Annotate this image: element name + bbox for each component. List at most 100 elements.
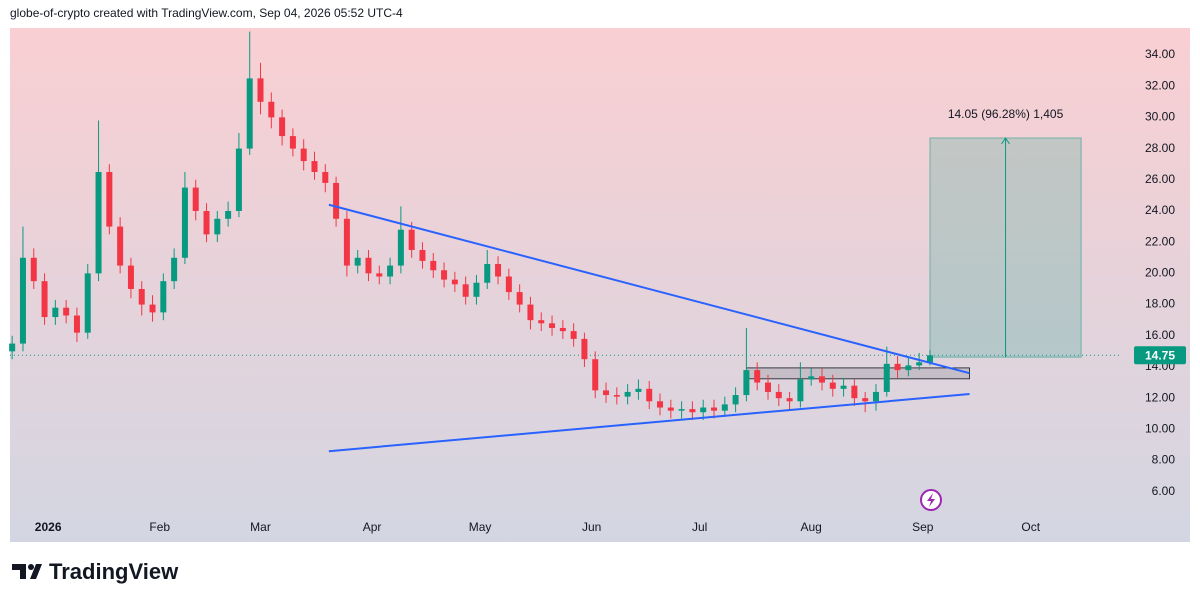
candle-body	[63, 307, 70, 316]
candle-body	[192, 187, 199, 211]
y-tick-label: 30.00	[1145, 110, 1175, 124]
candle-body	[397, 229, 404, 266]
candle-body	[246, 78, 253, 149]
candle-body	[257, 78, 264, 102]
candle-body	[441, 270, 448, 280]
range-zone	[746, 367, 970, 380]
candle-body	[818, 376, 825, 383]
candle-body	[667, 407, 674, 411]
x-tick-label: Sep	[912, 520, 934, 534]
candle-body	[905, 365, 912, 371]
candle-body	[721, 404, 728, 411]
candle-body	[19, 257, 26, 344]
x-tick-label: Mar	[250, 520, 271, 534]
candle-body	[840, 385, 847, 389]
candle-body	[678, 409, 685, 411]
last-price-badge	[1134, 346, 1186, 365]
candle-body	[786, 398, 793, 402]
candle-body	[52, 307, 59, 318]
candle-body	[322, 171, 329, 183]
candle-body	[30, 257, 37, 282]
candle-body	[570, 331, 577, 339]
plot-background	[10, 28, 1190, 542]
candle-body	[516, 292, 523, 305]
candle-body	[926, 355, 933, 363]
candle-body	[354, 257, 361, 266]
candle-body	[279, 117, 286, 137]
header: globe-of-crypto created with TradingView…	[10, 6, 403, 20]
candle-body	[9, 343, 16, 352]
candle-body	[268, 101, 275, 118]
x-tick-label: 2026	[35, 520, 62, 534]
candle-body	[473, 282, 480, 297]
x-tick-label: May	[469, 520, 492, 534]
event-icon	[920, 489, 942, 511]
candle-body	[657, 401, 664, 408]
y-tick-label: 34.00	[1145, 47, 1175, 61]
candle-body	[235, 148, 242, 211]
candle-body	[829, 382, 836, 389]
candle-body	[300, 148, 307, 162]
candle-body	[797, 379, 804, 402]
candle-body	[505, 276, 512, 293]
y-tick-label: 24.00	[1145, 203, 1175, 217]
candle-body	[635, 388, 642, 392]
y-tick-label: 10.00	[1145, 422, 1175, 436]
candle-body	[711, 407, 718, 411]
candle-body	[117, 226, 124, 266]
candle-body	[343, 218, 350, 266]
candle-body	[603, 390, 610, 396]
x-tick-label: Jun	[582, 520, 601, 534]
x-tick-label: Jul	[692, 520, 707, 534]
candle-body	[624, 391, 631, 397]
candle-body	[289, 136, 296, 149]
candle-body	[376, 273, 383, 277]
candle-body	[894, 363, 901, 371]
y-tick-label: 18.00	[1145, 297, 1175, 311]
candle-body	[214, 218, 221, 235]
candle-body	[95, 171, 102, 274]
y-tick-label: 12.00	[1145, 390, 1175, 404]
candle-body	[862, 398, 869, 402]
candle-body	[408, 229, 415, 250]
y-tick-label: 20.00	[1145, 266, 1175, 280]
candle-body	[775, 391, 782, 399]
candle-body	[127, 265, 134, 289]
candle-body	[581, 338, 588, 360]
candle-body	[84, 273, 91, 333]
candle-body	[646, 388, 653, 402]
candle-body	[527, 304, 534, 321]
candle-body	[743, 370, 750, 396]
candle-body	[754, 370, 761, 383]
y-tick-label: 6.00	[1152, 484, 1176, 498]
x-tick-label: Aug	[801, 520, 822, 534]
candle-body	[883, 363, 890, 392]
target-arrow-head	[1001, 137, 1010, 145]
y-tick-label: 16.00	[1145, 328, 1175, 342]
candle-body	[549, 323, 556, 328]
candle-body	[592, 359, 599, 391]
candle-body	[73, 315, 80, 333]
candle-body	[160, 281, 167, 313]
candle-body	[181, 187, 188, 258]
candle-body	[311, 161, 318, 172]
candle-body	[689, 409, 696, 413]
candle-body	[365, 257, 372, 274]
candle-body	[430, 260, 437, 271]
candle-body	[495, 264, 502, 277]
candle-body	[451, 279, 458, 285]
last-price-label: 14.75	[1145, 348, 1175, 362]
x-tick-label: Oct	[1021, 520, 1040, 534]
candle-body	[613, 395, 620, 397]
candle-body	[872, 391, 879, 402]
candle-body	[484, 264, 491, 283]
y-tick-label: 22.00	[1145, 234, 1175, 248]
candle-body	[538, 320, 545, 324]
trendline	[328, 392, 970, 453]
candle-body	[419, 249, 426, 261]
logo-icon	[12, 564, 42, 579]
candle-body	[851, 385, 858, 399]
candle-body	[559, 327, 566, 332]
candle-body	[700, 407, 707, 413]
